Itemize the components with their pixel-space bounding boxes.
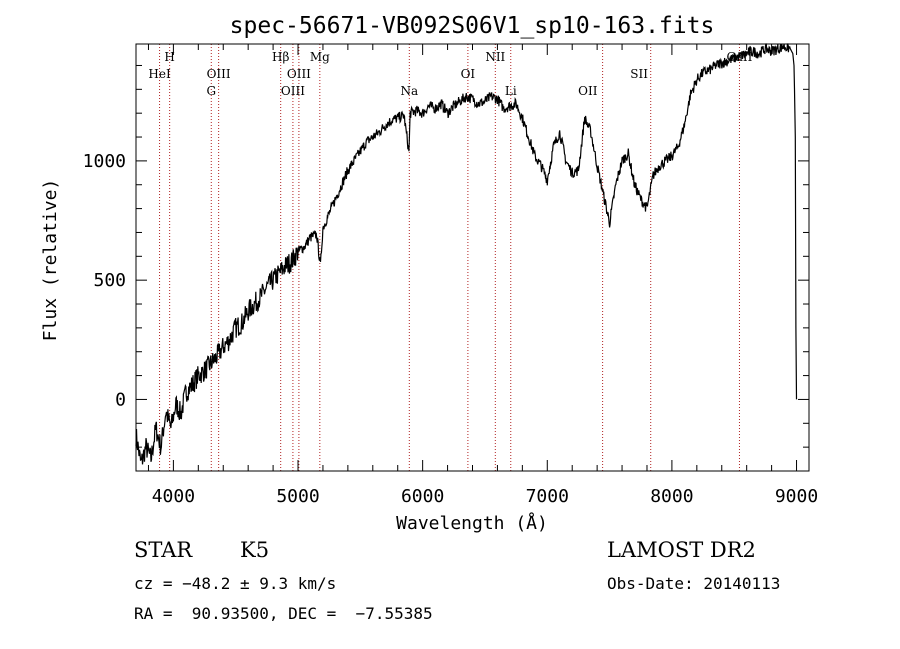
line-label: SII <box>630 67 648 81</box>
x-tick-label: 7000 <box>526 486 569 507</box>
line-label: Li <box>505 84 517 98</box>
coordinates: RA = 90.93500, DEC = −7.55385 <box>134 604 433 623</box>
x-axis-label: Wavelength (Å) <box>396 512 548 534</box>
y-axis-ticks: 0 500 1000 <box>83 64 809 472</box>
redshift-velocity: cz = −48.2 ± 9.3 km/s <box>134 574 337 593</box>
object-class: STAR <box>134 538 193 562</box>
x-tick-label: 9000 <box>775 486 818 507</box>
x-tick-label: 5000 <box>276 486 319 507</box>
line-label: OI <box>461 67 476 81</box>
observation-date: Obs-Date: 20140113 <box>607 574 781 593</box>
x-tick-label: 6000 <box>401 486 444 507</box>
y-tick-label: 1000 <box>83 151 126 172</box>
y-tick-label: 500 <box>93 270 126 291</box>
line-label: NII <box>485 50 505 64</box>
plot-frame <box>135 43 810 472</box>
line-label: OII <box>578 84 598 98</box>
x-tick-label: 8000 <box>650 486 693 507</box>
y-axis-label: Flux (relative) <box>40 179 61 342</box>
line-label: Hβ <box>272 50 289 64</box>
line-label: OIII <box>287 67 311 81</box>
line-label: G <box>206 84 216 98</box>
chart-title: spec-56671-VB092S06V1_sp10-163.fits <box>230 13 715 39</box>
line-label: OIII <box>207 67 231 81</box>
subclass: K5 <box>240 538 270 562</box>
x-tick-label: 4000 <box>152 486 195 507</box>
survey-name: LAMOST DR2 <box>607 538 756 562</box>
line-label: H <box>164 50 174 64</box>
line-label: Mg <box>310 50 330 64</box>
y-tick-label: 0 <box>115 389 126 410</box>
x-axis-ticks: 4000 5000 6000 7000 8000 9000 <box>147 44 818 507</box>
line-marker-group <box>159 44 740 471</box>
line-label: HeI <box>148 67 171 81</box>
spectrum-line <box>135 43 798 465</box>
line-label: OIII <box>281 84 305 98</box>
line-label: Na <box>400 84 418 98</box>
